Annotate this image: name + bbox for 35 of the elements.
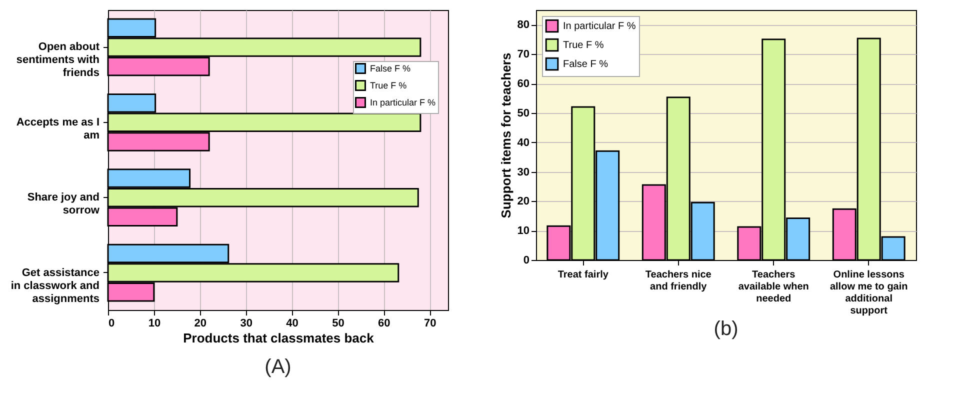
x-tick-label: 30: [240, 318, 252, 330]
y-tick-label: 60: [517, 78, 530, 90]
y-tick-label: Open about sentiments with friends: [16, 41, 100, 80]
x-tick-label: Teachers nice and friendly: [645, 270, 712, 292]
x-tick-label: 60: [378, 318, 390, 330]
x-tick-label: 10: [148, 318, 161, 330]
y-tick-label: 40: [517, 136, 530, 149]
y-tick-label: 0: [523, 254, 530, 266]
x-tick-label: 20: [194, 318, 207, 330]
y-tick-label: 10: [517, 225, 530, 238]
legend-label: False F %: [563, 59, 608, 70]
y-tick-label: 50: [517, 107, 530, 120]
x-tick-label: Teachers available when needed: [738, 270, 809, 304]
x-tick-label: Online lessons allow me to gain additional support: [830, 270, 908, 316]
y-tick-label: Accepts me as I am: [16, 116, 100, 142]
x-tick-label: 70: [424, 318, 436, 330]
y-tick-label: Get assistance in classwork and assignments: [10, 266, 100, 305]
legend-label: True F %: [563, 40, 604, 51]
x-axis-title: Products that classmates back: [183, 330, 375, 346]
y-tick-label: 20: [517, 196, 530, 208]
x-tick-label: 0: [108, 318, 115, 330]
y-tick-label: 80: [517, 19, 530, 32]
legend-label: True F %: [370, 80, 407, 90]
legend-label: False F %: [370, 64, 411, 74]
x-tick-label: 50: [332, 318, 344, 330]
legend-label: In particular F %: [370, 98, 436, 108]
legend-label: In particular F %: [563, 21, 636, 32]
y-tick-label: Share joy and sorrow: [27, 192, 100, 217]
x-tick-label: 40: [286, 318, 298, 330]
y-axis-title: Support items for teachers: [498, 52, 514, 218]
y-tick-label: 70: [517, 48, 530, 61]
text: (A): [264, 356, 292, 378]
y-tick-label: 30: [517, 166, 530, 178]
x-tick-label: Treat fairly: [558, 270, 609, 280]
text: (b): [714, 318, 738, 340]
